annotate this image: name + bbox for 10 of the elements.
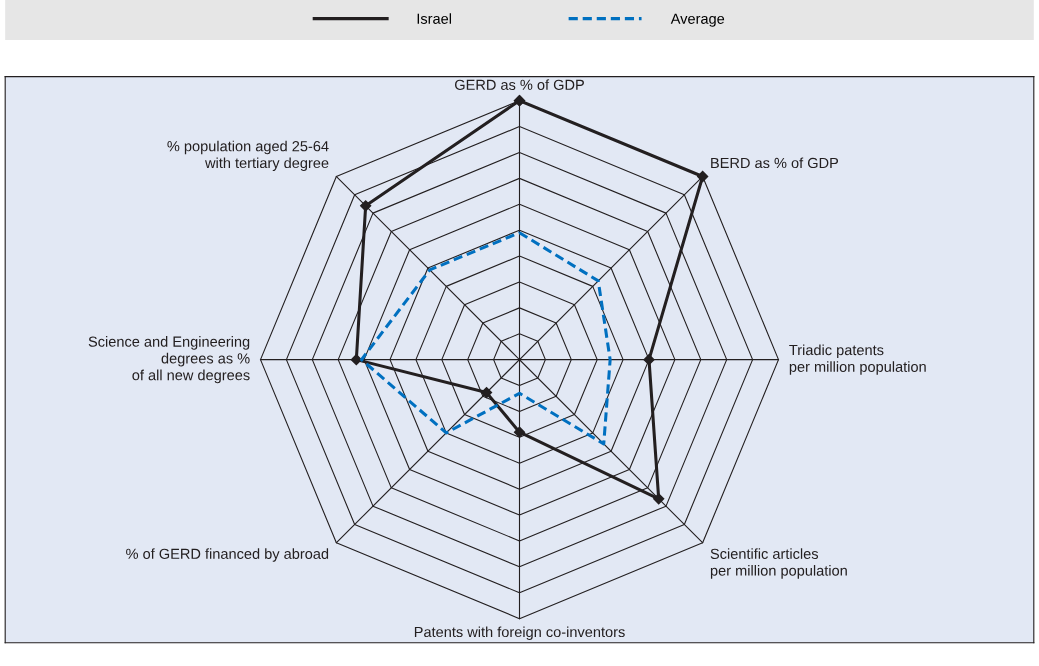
spoke-label: Science and Engineering degrees as % of all new degrees <box>88 336 250 384</box>
spoke-label: % of GERD financed by abroad <box>126 548 329 562</box>
spoke-label: Patents with foreign co-inventors <box>414 626 625 640</box>
spoke-label: Scientific articles per million population <box>710 548 847 579</box>
spoke-label: GERD as % of GDP <box>455 79 584 90</box>
spoke-label: Triadic patents per million population <box>789 344 926 375</box>
spoke-label: % population aged 25-64 with tertiary degree <box>167 140 329 172</box>
text: Average <box>670 13 725 27</box>
text: Israel <box>417 13 451 24</box>
spoke-label: BERD as % of GDP <box>711 157 839 169</box>
